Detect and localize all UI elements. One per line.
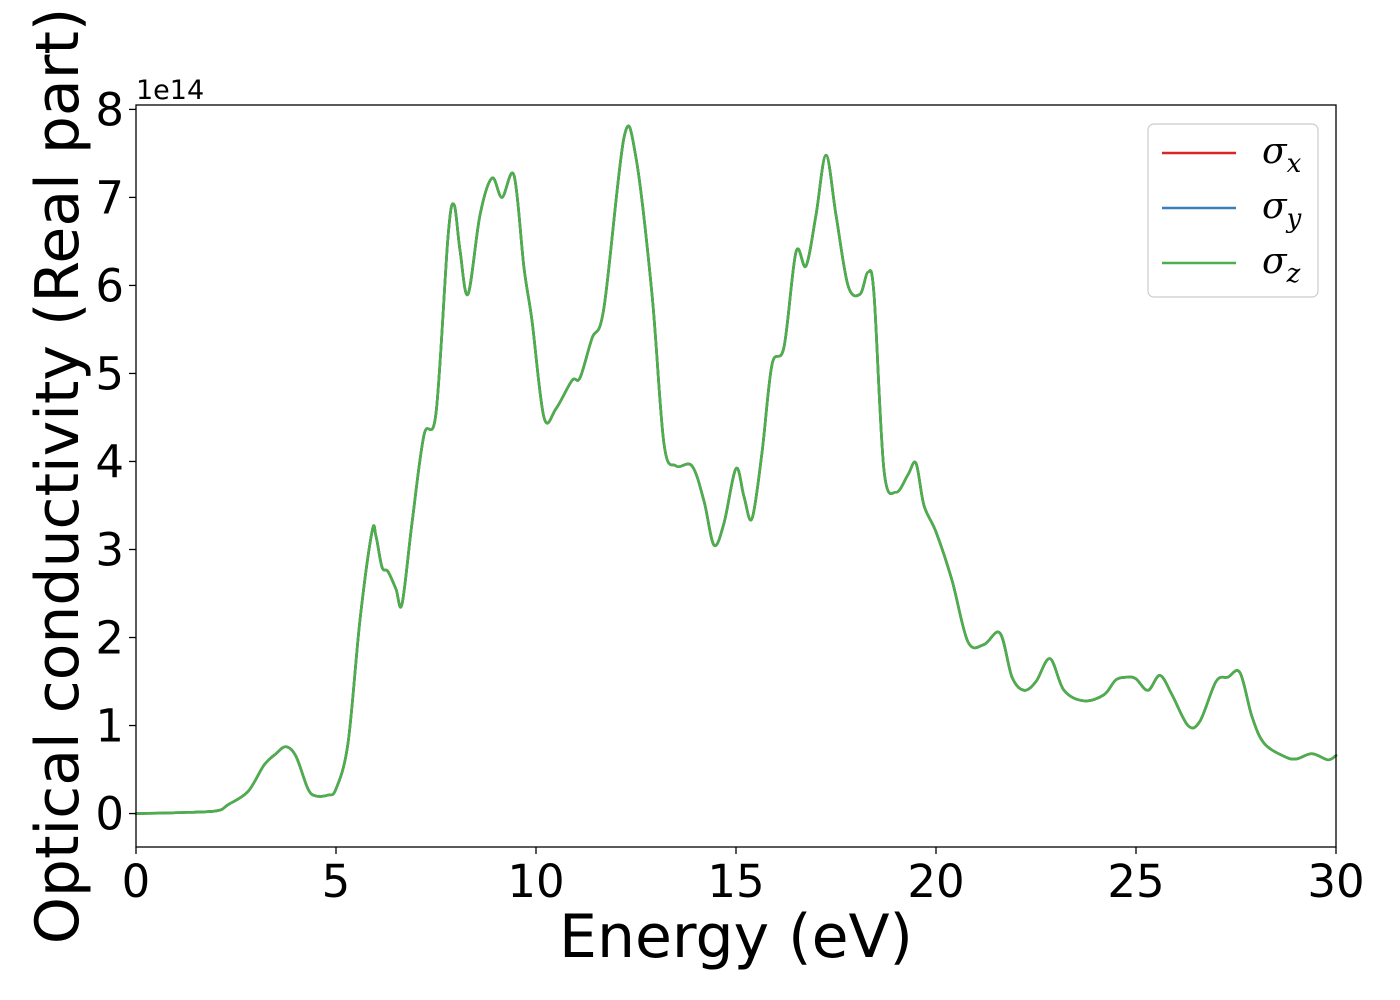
y-tick-label: 0 [95, 788, 124, 841]
y-tick-label: 8 [95, 83, 124, 136]
x-axis-ticks: 0 5 10 15 20 25 30 [122, 847, 1365, 908]
y-tick-label: 7 [95, 171, 124, 224]
x-axis-label: Energy (eV) [559, 902, 913, 972]
x-tick-label: 25 [1107, 855, 1164, 908]
legend-label-z: σz [1262, 241, 1301, 289]
x-tick-label: 15 [707, 855, 764, 908]
y-axis-ticks: 0 1 2 3 4 5 6 7 8 [95, 83, 136, 841]
series-layer [134, 124, 1338, 815]
y-tick-label: 1 [95, 700, 124, 753]
y-tick-label: 5 [95, 347, 124, 400]
x-tick-label: 5 [322, 855, 351, 908]
x-tick-label: 20 [907, 855, 964, 908]
y-tick-label: 4 [95, 435, 124, 488]
x-tick-label: 10 [507, 855, 564, 908]
legend: σx σy σz [1147, 123, 1319, 298]
legend-frame [1147, 123, 1319, 298]
y-offset-label: 1e14 [136, 75, 204, 106]
legend-label-y: σy [1262, 186, 1302, 234]
series-line-z [134, 124, 1338, 815]
legend-label-x: σx [1262, 131, 1302, 179]
y-axis-label: Optical conductivity (Real part) [23, 8, 93, 945]
x-tick-label: 30 [1307, 855, 1364, 908]
y-tick-label: 3 [95, 523, 124, 576]
y-tick-label: 6 [95, 259, 124, 312]
y-tick-label: 2 [95, 612, 124, 665]
x-tick-label: 0 [122, 855, 151, 908]
